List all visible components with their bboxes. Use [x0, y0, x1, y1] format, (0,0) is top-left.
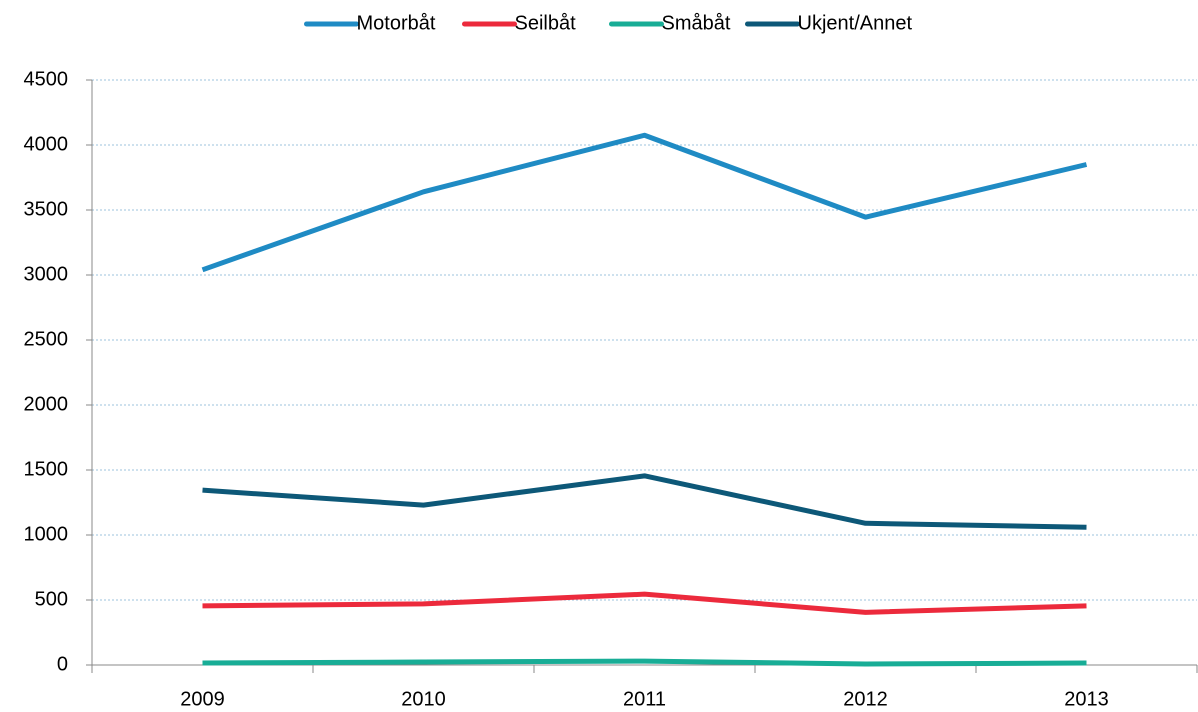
y-tick-label: 1500 [24, 458, 69, 480]
series-line [202, 658, 1087, 667]
legend-label: Småbåt [662, 12, 731, 34]
x-tick-label: 2009 [180, 688, 225, 710]
y-tick-label: 500 [35, 588, 68, 610]
x-tick-label: 2013 [1064, 688, 1109, 710]
y-tick-label: 4500 [24, 68, 69, 90]
y-tick-label: 2500 [24, 328, 69, 350]
legend-label: Ukjent/Annet [798, 12, 913, 34]
y-tick-label: 3500 [24, 198, 69, 220]
y-tick-label: 2000 [24, 393, 69, 415]
x-tick-label: 2011 [623, 688, 666, 710]
y-tick-label: 0 [57, 653, 68, 675]
legend-label: Seilbåt [515, 12, 577, 34]
series-line [202, 591, 1087, 615]
y-tick-label: 1000 [24, 523, 69, 545]
series-line [201, 132, 1088, 273]
y-tick-label: 3000 [24, 263, 69, 285]
x-tick-label: 2010 [401, 688, 446, 710]
legend-label: Motorbåt [357, 12, 436, 34]
y-tick-label: 4000 [24, 133, 69, 155]
series-line [202, 473, 1087, 530]
x-tick-label: 2012 [843, 688, 888, 710]
